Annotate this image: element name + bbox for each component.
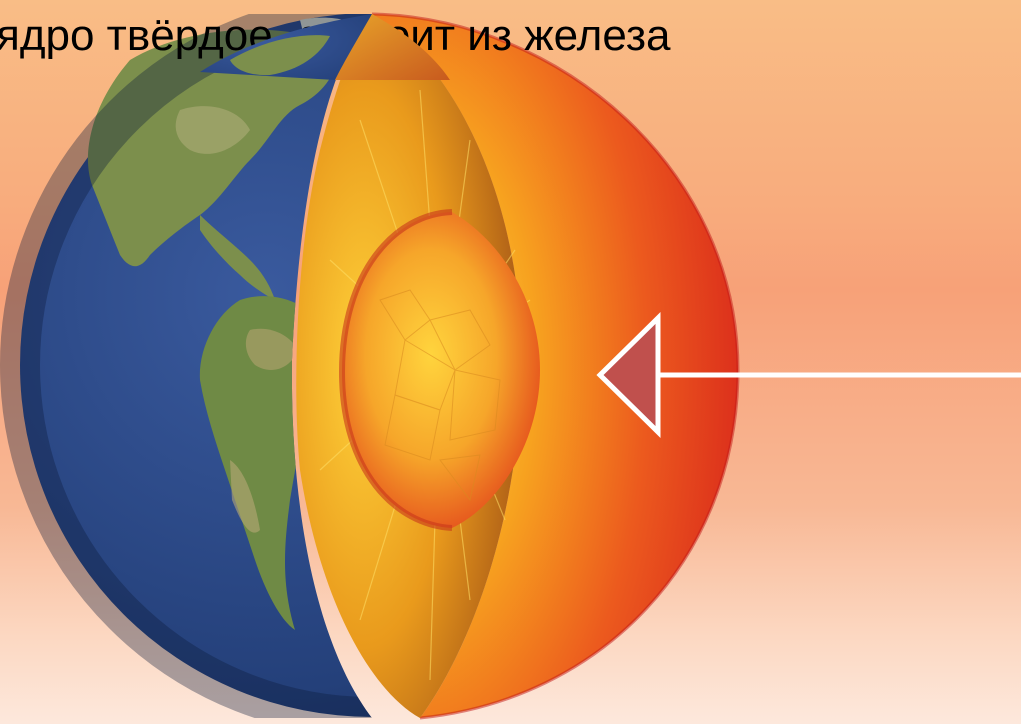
inner-core (342, 212, 540, 528)
arrow-head (596, 312, 661, 438)
mantle-hemisphere (372, 14, 738, 718)
